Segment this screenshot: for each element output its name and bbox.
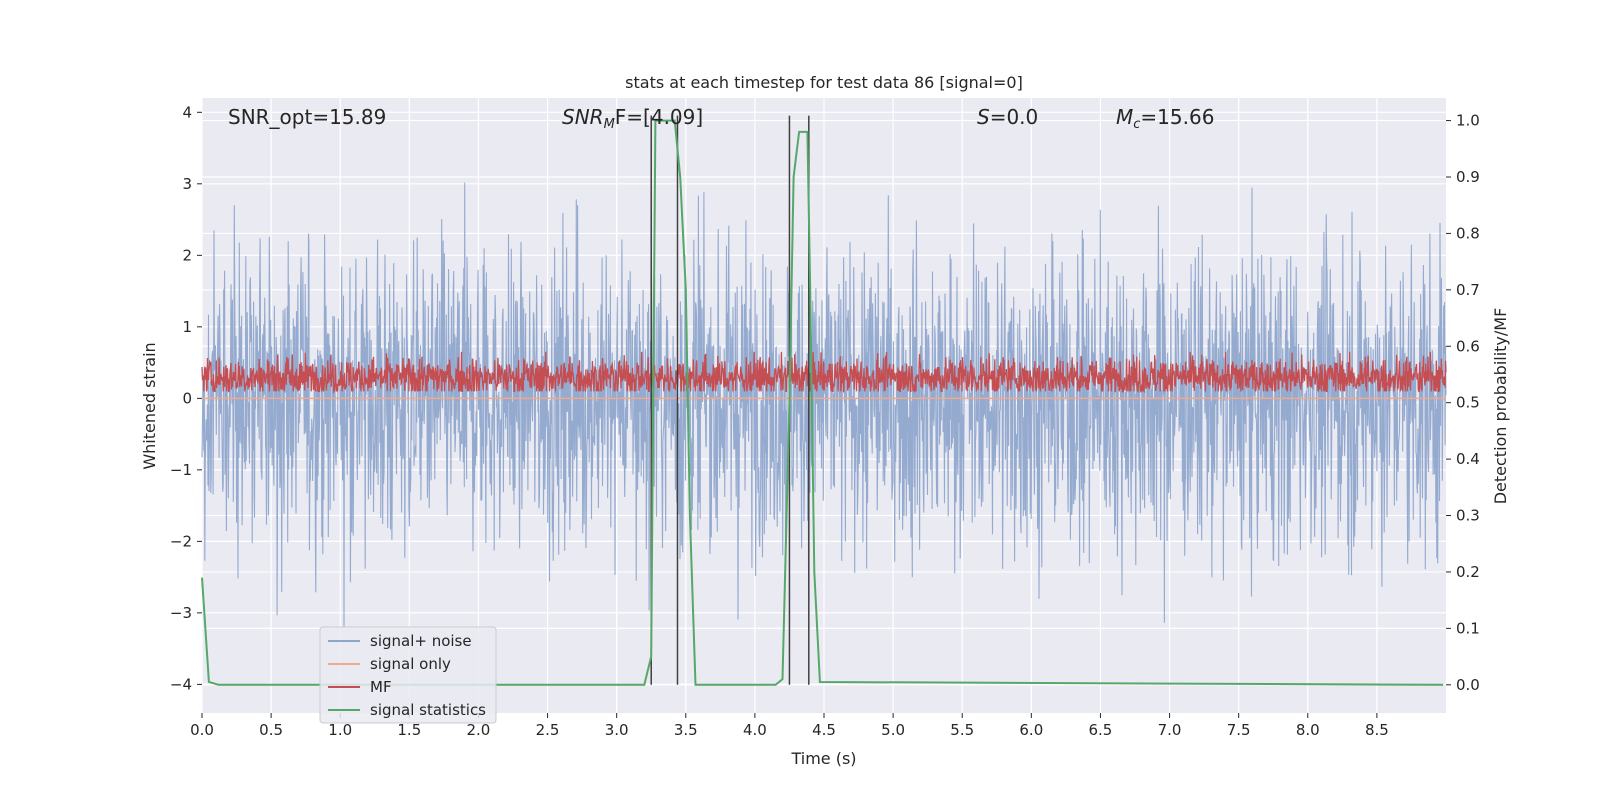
signal-statistics-series [201, 119, 1444, 686]
x-tick-label-6: 3.0 [605, 721, 629, 739]
annotation-snr-mf: SNRMF=[4.09] [562, 105, 703, 132]
x-tick-label-11: 5.5 [950, 721, 974, 739]
mc-sub: c [1133, 117, 1140, 132]
y-left-tick-label-7: −3 [170, 604, 192, 622]
annotation-mc: Mc=15.66 [1116, 105, 1214, 132]
y-right-tick-label-4: 0.6 [1456, 337, 1480, 355]
y-right-tick-label-2: 0.8 [1456, 224, 1480, 242]
x-tick-label-10: 5.0 [881, 721, 905, 739]
x-tick-label-7: 3.5 [674, 721, 698, 739]
x-tick-label-8: 4.0 [743, 721, 767, 739]
y-right-tick-label-9: 0.1 [1456, 619, 1480, 637]
annotation-s: S=0.0 [977, 105, 1038, 129]
legend: signal+ noise signal only MF signal stat… [319, 626, 497, 724]
line-mf [201, 351, 1447, 394]
y-right-tick-label-7: 0.3 [1456, 507, 1480, 525]
y-left-tick-label-3: 1 [182, 318, 192, 336]
legend-label-mf: MF [370, 678, 392, 696]
y-left-axis-label: Whitened strain [140, 342, 159, 469]
y-right-tick-label-1: 0.9 [1456, 168, 1480, 186]
y-left-tick-label-4: 0 [182, 389, 192, 407]
x-tick-label-3: 1.5 [397, 721, 421, 739]
y-right-tick-label-5: 0.5 [1456, 394, 1480, 412]
legend-label-signal-statistics: signal statistics [370, 701, 486, 719]
y-right-axis-label: Detection probability/MF [1491, 308, 1510, 505]
x-tick-label-13: 6.5 [1089, 721, 1113, 739]
x-tick-label-14: 7.0 [1158, 721, 1182, 739]
x-tick-label-4: 2.0 [467, 721, 491, 739]
legend-label-signal-only: signal only [370, 655, 451, 673]
legend-box [319, 626, 497, 724]
y-left-tick-label-6: −2 [170, 532, 192, 550]
y-left-tick-label-2: 2 [182, 246, 192, 264]
snr-mf-base: SNR [562, 105, 604, 129]
y-right-tick-label-0: 1.0 [1456, 112, 1480, 130]
x-tick-label-15: 7.5 [1227, 721, 1251, 739]
line-signal-statistics [201, 119, 1444, 686]
y-left-axis-ticks: 4 3 2 1 0 −1 −2 −3 −4 [170, 103, 202, 693]
x-tick-label-17: 8.5 [1365, 721, 1389, 739]
x-tick-label-1: 0.5 [259, 721, 283, 739]
x-tick-label-16: 8.0 [1296, 721, 1320, 739]
chart-title: stats at each timestep for test data 86 … [625, 73, 1023, 92]
x-tick-label-9: 4.5 [812, 721, 836, 739]
mc-rest: =15.66 [1140, 105, 1214, 129]
x-tick-label-2: 1.0 [328, 721, 352, 739]
y-right-tick-label-8: 0.2 [1456, 563, 1480, 581]
y-left-tick-label-5: −1 [170, 461, 192, 479]
y-right-axis-ticks: 1.0 0.9 0.8 0.7 0.6 0.5 0.4 0.3 0.2 0.1 0.0 [1446, 112, 1480, 694]
x-tick-label-12: 6.0 [1019, 721, 1043, 739]
y-right-tick-label-3: 0.7 [1456, 281, 1480, 299]
y-left-tick-label-8: −4 [170, 675, 192, 693]
y-left-tick-label-0: 4 [182, 103, 192, 121]
annotation-snr-opt: SNR_opt=15.89 [228, 105, 386, 129]
mc-base: M [1116, 105, 1133, 129]
x-tick-label-0: 0.0 [190, 721, 214, 739]
s-value: =0.0 [990, 105, 1039, 129]
x-tick-label-5: 2.5 [536, 721, 560, 739]
x-axis-label: Time (s) [790, 749, 856, 768]
legend-label-signal-noise: signal+ noise [370, 632, 472, 650]
y-right-tick-label-6: 0.4 [1456, 450, 1480, 468]
snr-mf-rest: F=[4.09] [615, 105, 703, 129]
y-right-tick-label-10: 0.0 [1456, 676, 1480, 694]
y-left-tick-label-1: 3 [182, 175, 192, 193]
s-label: S [977, 105, 990, 129]
mf-series [201, 351, 1447, 394]
snr-mf-sub: M [604, 117, 615, 132]
x-axis-ticks: 0.0 0.5 1.0 1.5 2.0 2.5 3.0 3.5 4.0 4.5 5.0 5.5 6.0 6… [190, 713, 1389, 739]
